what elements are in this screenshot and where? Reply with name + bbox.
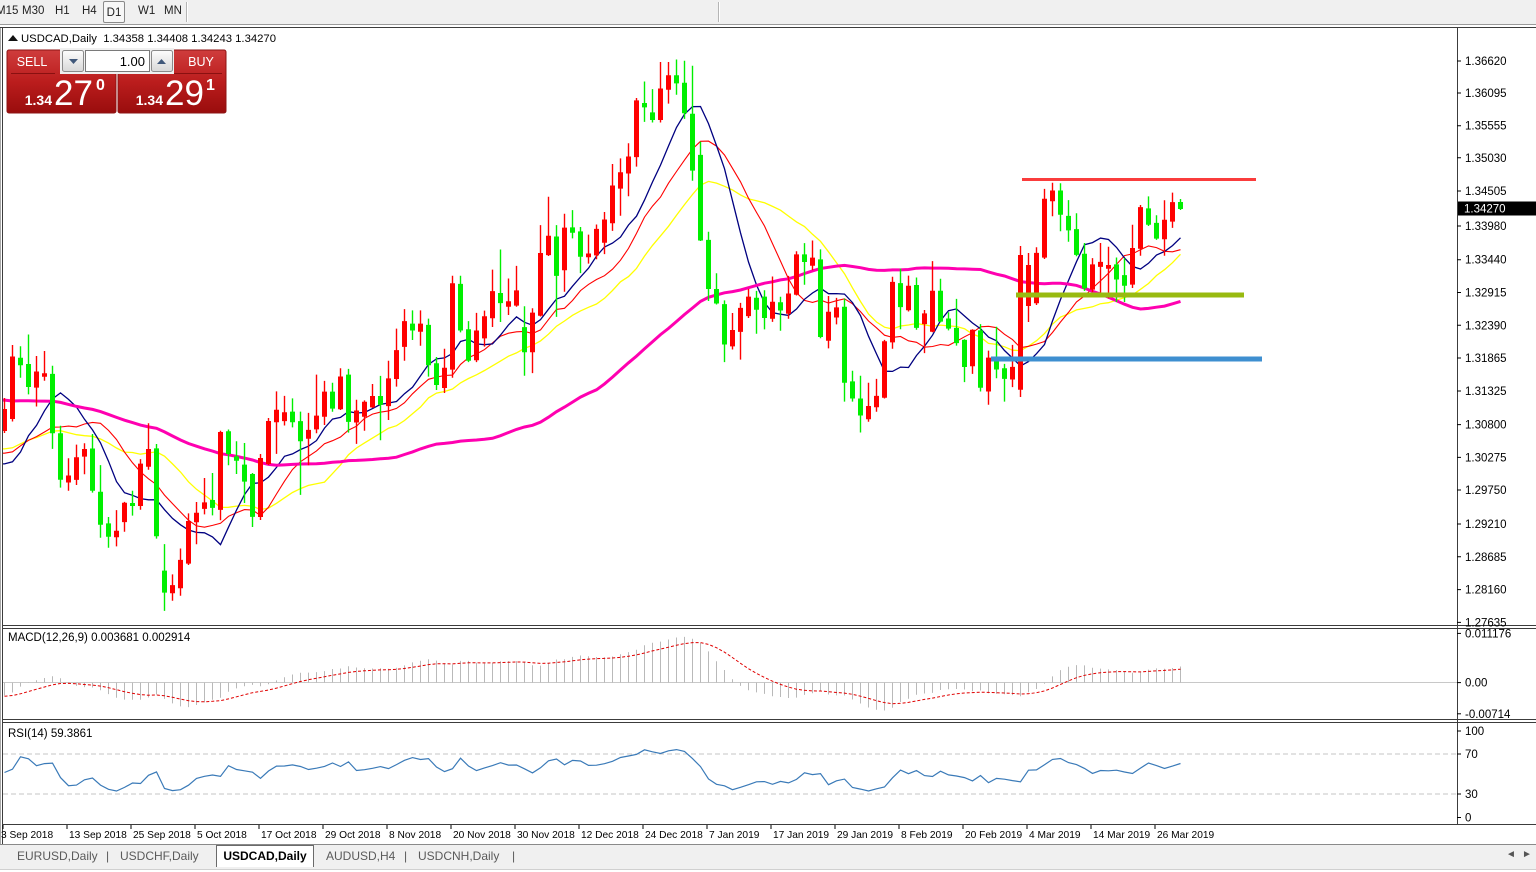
svg-text:20 Feb 2019: 20 Feb 2019: [965, 830, 1023, 841]
svg-text:0: 0: [1465, 813, 1471, 825]
svg-text:8 Nov 2018: 8 Nov 2018: [389, 830, 441, 841]
svg-text:30: 30: [1465, 789, 1478, 801]
svg-text:27: 27: [54, 74, 93, 113]
svg-text:29 Jan 2019: 29 Jan 2019: [837, 830, 893, 841]
svg-text:8 Feb 2019: 8 Feb 2019: [901, 830, 953, 841]
svg-text:7 Jan 2019: 7 Jan 2019: [709, 830, 760, 841]
svg-text:5 Oct 2018: 5 Oct 2018: [197, 830, 247, 841]
svg-text:1.28160: 1.28160: [1465, 585, 1507, 597]
svg-text:1.34: 1.34: [25, 92, 52, 108]
svg-text:29: 29: [165, 74, 204, 113]
svg-text:1.36620: 1.36620: [1465, 56, 1507, 68]
svg-text:1.29210: 1.29210: [1465, 519, 1507, 531]
svg-text:1.29750: 1.29750: [1465, 485, 1507, 497]
svg-text:100: 100: [1465, 726, 1484, 738]
svg-text:70: 70: [1465, 749, 1478, 761]
svg-text:1.00: 1.00: [120, 54, 145, 69]
svg-text:0.011176: 0.011176: [1465, 628, 1511, 640]
svg-text:1.34505: 1.34505: [1465, 186, 1507, 198]
svg-text:1.35555: 1.35555: [1465, 121, 1507, 133]
svg-text:1.30800: 1.30800: [1465, 420, 1507, 432]
svg-text:0.00: 0.00: [1465, 678, 1487, 690]
svg-text:14 Mar 2019: 14 Mar 2019: [1093, 830, 1151, 841]
svg-text:1.30275: 1.30275: [1465, 452, 1507, 464]
svg-text:MACD(12,26,9) 0.003681 0.00291: MACD(12,26,9) 0.003681 0.002914: [8, 632, 191, 644]
svg-text:12 Dec 2018: 12 Dec 2018: [581, 830, 639, 841]
svg-text:24 Dec 2018: 24 Dec 2018: [645, 830, 703, 841]
svg-text:4 Mar 2019: 4 Mar 2019: [1029, 830, 1081, 841]
svg-text:26 Mar 2019: 26 Mar 2019: [1157, 830, 1215, 841]
svg-text:29 Oct 2018: 29 Oct 2018: [325, 830, 381, 841]
svg-text:-0.00714: -0.00714: [1465, 709, 1511, 721]
svg-text:17 Jan 2019: 17 Jan 2019: [773, 830, 829, 841]
svg-text:1.31325: 1.31325: [1465, 386, 1507, 398]
svg-text:SELL: SELL: [17, 55, 48, 69]
svg-text:1.35030: 1.35030: [1465, 153, 1507, 165]
svg-text:1: 1: [206, 77, 215, 94]
svg-text:1.34: 1.34: [136, 92, 163, 108]
svg-text:BUY: BUY: [188, 55, 214, 69]
svg-text:17 Oct 2018: 17 Oct 2018: [261, 830, 317, 841]
svg-text:RSI(14) 59.3861: RSI(14) 59.3861: [8, 728, 92, 740]
svg-text:1.34270: 1.34270: [1464, 204, 1506, 216]
svg-text:0: 0: [96, 77, 105, 94]
svg-text:1.36095: 1.36095: [1465, 88, 1507, 100]
svg-text:1.31865: 1.31865: [1465, 353, 1507, 365]
svg-text:20 Nov 2018: 20 Nov 2018: [453, 830, 511, 841]
svg-text:13 Sep 2018: 13 Sep 2018: [69, 830, 127, 841]
svg-text:USDCAD,Daily 1.34358 1.34408: USDCAD,Daily 1.34358 1.34408 1.34243 1.3…: [21, 33, 276, 45]
svg-text:1.33980: 1.33980: [1465, 221, 1507, 233]
svg-text:30 Nov 2018: 30 Nov 2018: [517, 830, 575, 841]
svg-text:1.28685: 1.28685: [1465, 552, 1507, 564]
svg-text:1.27635: 1.27635: [1465, 617, 1507, 629]
svg-text:1.32390: 1.32390: [1465, 320, 1507, 332]
svg-text:1.33440: 1.33440: [1465, 255, 1507, 267]
svg-text:3 Sep 2018: 3 Sep 2018: [1, 830, 53, 841]
svg-text:25 Sep 2018: 25 Sep 2018: [133, 830, 191, 841]
svg-text:1.32915: 1.32915: [1465, 288, 1507, 300]
